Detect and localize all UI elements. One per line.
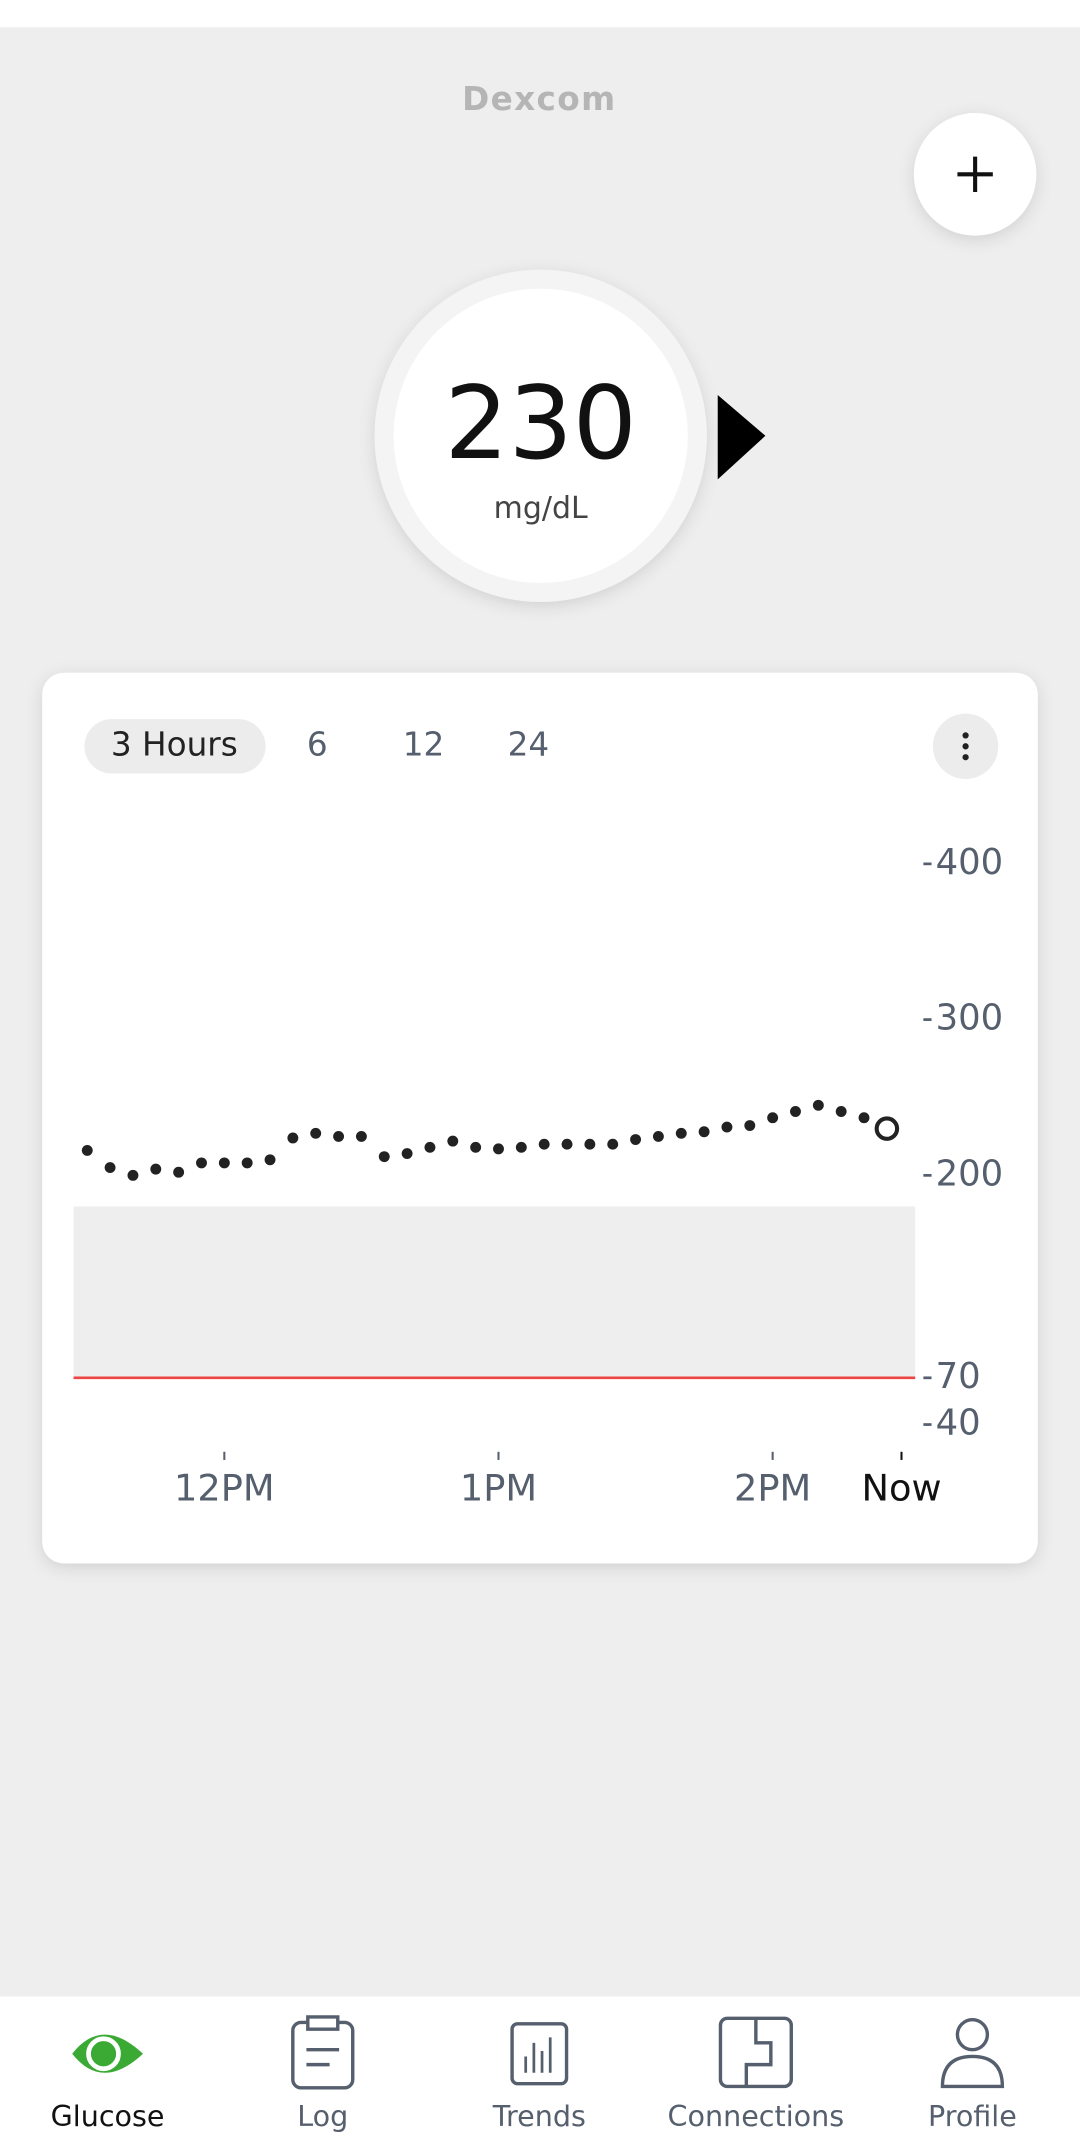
reading-point (287, 1132, 299, 1144)
reading-point (493, 1143, 504, 1155)
y-tick-label: 400 (936, 842, 1004, 883)
reading-point (835, 1106, 847, 1117)
nav-label: Trends (492, 2099, 586, 2133)
nav-trends[interactable]: Trends (492, 2022, 586, 2133)
connections-icon-path (744, 2018, 773, 2087)
add-icon (957, 156, 993, 193)
target-range (73, 1206, 916, 1378)
current-reading-point (874, 1116, 900, 1141)
more-dot (962, 732, 969, 739)
reading-point (218, 1157, 230, 1169)
reading-point (630, 1134, 642, 1145)
trends-icon-bars (524, 2037, 552, 2073)
y-tick-label: 70 (936, 1356, 981, 1397)
range-tab[interactable]: 24 (508, 725, 550, 763)
reading-point (81, 1144, 93, 1156)
glucose-chart: 400 300 200 70 40 12PM 1PM 2PM Now (73, 842, 1004, 1509)
reading-point (173, 1166, 185, 1178)
x-tick-label: Now (861, 1466, 941, 1509)
x-tick-label: 1PM (460, 1466, 537, 1509)
more-dot (962, 754, 969, 761)
more-dot (962, 743, 969, 750)
reading-point (310, 1127, 322, 1139)
reading-unit: mg/dL (494, 491, 588, 526)
nav-profile[interactable]: Profile (928, 2017, 1017, 2133)
nav-label: Profile (928, 2099, 1017, 2133)
reading-point (196, 1157, 207, 1169)
add-button[interactable] (913, 113, 1037, 236)
reading-point (515, 1141, 527, 1153)
x-tick-label: 12PM (174, 1466, 275, 1509)
y-tick-label: 200 (936, 1153, 1004, 1194)
reading-point (378, 1151, 390, 1163)
reading-inner (393, 288, 688, 583)
reading-point (790, 1106, 801, 1117)
reading-point (355, 1130, 367, 1142)
log-icon-lines (306, 2015, 340, 2067)
reading-point (264, 1154, 276, 1166)
reading-point (812, 1099, 824, 1111)
profile-icon-body (940, 2054, 1005, 2089)
range-tab[interactable]: 12 (403, 725, 445, 763)
nav-connections[interactable]: Connections (668, 2016, 845, 2133)
more-button[interactable] (932, 713, 999, 780)
reading-point (698, 1126, 710, 1138)
reading-point (561, 1138, 573, 1150)
reading-point (652, 1130, 664, 1142)
nav-log[interactable]: Log (291, 2015, 355, 2133)
reading-point (241, 1157, 253, 1169)
range-tab[interactable]: 3 Hours (111, 725, 238, 763)
reading-point (744, 1120, 756, 1131)
reading-point (447, 1135, 459, 1147)
reading-point (104, 1162, 116, 1174)
nav-label: Log (297, 2099, 348, 2133)
x-tick-label: 2PM (734, 1466, 811, 1509)
glucose-icon-ring (86, 2036, 121, 2072)
nav-label: Connections (668, 2099, 845, 2133)
status-bar (0, 0, 1080, 28)
logo: Dexcom (462, 80, 616, 118)
reading-point (858, 1112, 870, 1124)
reading-point (127, 1169, 139, 1181)
reading-point (607, 1138, 619, 1150)
reading-value: 230 (445, 364, 637, 482)
y-tick-label: 40 (936, 1403, 981, 1444)
trend-arrow (717, 394, 766, 480)
reading-point (150, 1163, 162, 1175)
profile-icon-head (955, 2017, 990, 2052)
nav-bar (0, 1996, 1080, 2136)
reading-widget: 230 mg/dL (374, 269, 766, 602)
reading-point (333, 1130, 345, 1142)
range-tab[interactable]: 6 (307, 725, 328, 763)
reading-point (767, 1112, 779, 1124)
reading-point (424, 1141, 436, 1153)
nav-label: Glucose (51, 2099, 165, 2133)
nav-glucose[interactable]: Glucose (51, 2034, 165, 2133)
reading-point (675, 1127, 687, 1139)
tab-selected-bg (84, 719, 266, 774)
reading-point (401, 1148, 413, 1159)
trends-icon (510, 2022, 569, 2086)
reading-point (721, 1121, 733, 1133)
reading-point (584, 1138, 596, 1150)
reading-point (470, 1141, 482, 1153)
reading-point (538, 1138, 550, 1150)
y-tick-label: 300 (936, 998, 1004, 1039)
